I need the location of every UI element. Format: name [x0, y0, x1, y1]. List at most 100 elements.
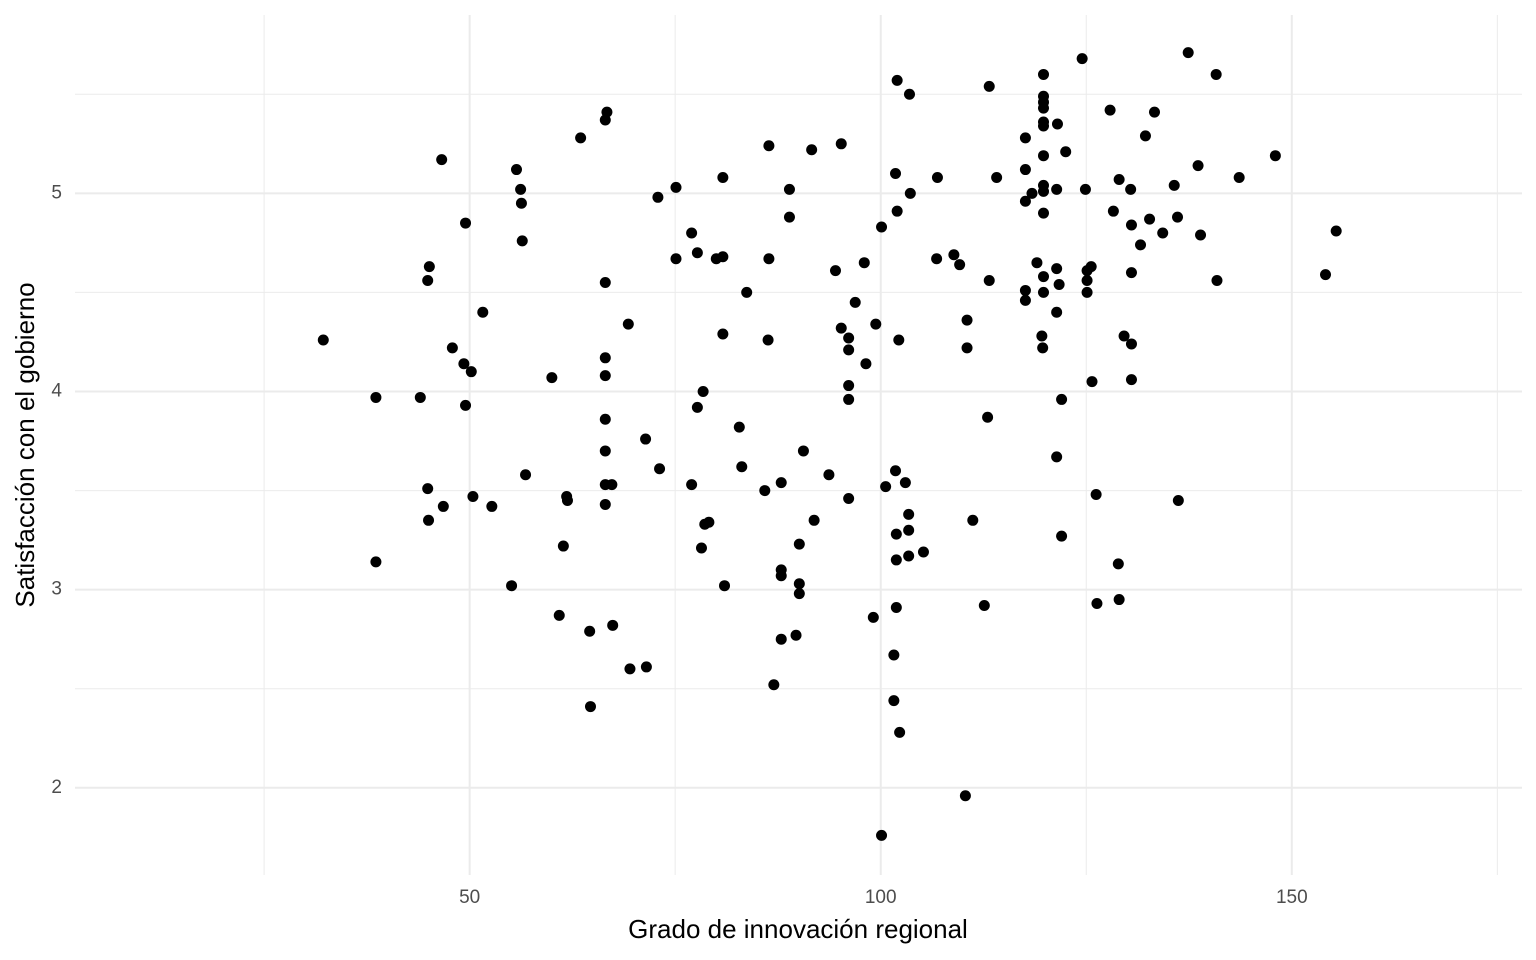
- point: [890, 554, 902, 566]
- point: [1330, 225, 1342, 237]
- point: [891, 205, 903, 217]
- point: [931, 171, 943, 183]
- point: [1019, 294, 1031, 306]
- point: [599, 445, 611, 457]
- point: [516, 235, 528, 247]
- point: [1172, 494, 1184, 506]
- point: [510, 164, 522, 176]
- point: [890, 168, 902, 180]
- point: [1091, 598, 1103, 610]
- point: [1051, 183, 1063, 195]
- point: [1038, 286, 1050, 298]
- point: [422, 275, 434, 287]
- x-tick-label: 50: [459, 887, 480, 908]
- point: [1051, 306, 1063, 318]
- point: [783, 183, 795, 195]
- point: [849, 296, 861, 308]
- point: [967, 514, 979, 526]
- point: [1056, 393, 1068, 405]
- point: [584, 625, 596, 637]
- point: [775, 477, 787, 489]
- point: [1192, 160, 1204, 172]
- point: [599, 352, 611, 364]
- point: [717, 328, 729, 340]
- point: [763, 253, 775, 265]
- point: [1157, 227, 1169, 239]
- point: [899, 477, 911, 489]
- point: [584, 701, 596, 713]
- point: [414, 391, 426, 403]
- point: [858, 257, 870, 269]
- point: [835, 138, 847, 150]
- point: [1168, 179, 1180, 191]
- point: [1125, 374, 1137, 386]
- x-axis-title: Grado de innovación regional: [628, 914, 968, 944]
- point: [599, 277, 611, 289]
- point: [983, 275, 995, 287]
- point: [458, 358, 470, 370]
- point: [1090, 489, 1102, 501]
- y-tick-label: 2: [51, 777, 62, 798]
- point: [797, 445, 809, 457]
- point: [808, 514, 820, 526]
- point: [793, 538, 805, 550]
- point: [1026, 187, 1038, 199]
- point: [1036, 330, 1048, 342]
- point: [793, 578, 805, 590]
- point: [370, 391, 382, 403]
- point: [1269, 150, 1281, 162]
- point: [961, 314, 973, 326]
- point: [894, 726, 906, 738]
- point: [736, 461, 748, 473]
- point: [423, 261, 435, 273]
- point: [697, 385, 709, 397]
- point: [717, 251, 729, 263]
- point: [607, 619, 619, 631]
- point: [741, 286, 753, 298]
- point: [843, 380, 855, 392]
- point: [917, 546, 929, 558]
- point: [763, 140, 775, 152]
- point: [733, 421, 745, 433]
- point: [835, 322, 847, 334]
- point: [1118, 330, 1130, 342]
- point: [670, 181, 682, 193]
- point: [437, 500, 449, 512]
- point: [876, 221, 888, 233]
- point: [652, 191, 664, 203]
- point: [1233, 171, 1245, 183]
- point: [640, 433, 652, 445]
- point: [1019, 164, 1031, 176]
- point: [783, 211, 795, 223]
- point: [867, 611, 879, 623]
- point: [904, 187, 916, 199]
- point: [719, 580, 731, 592]
- point: [876, 829, 888, 841]
- point: [880, 481, 892, 493]
- point: [465, 366, 477, 378]
- point: [775, 570, 787, 582]
- point: [695, 542, 707, 554]
- point: [691, 247, 703, 259]
- point: [843, 393, 855, 405]
- point: [703, 516, 715, 528]
- y-axis-title: Satisfacción con el gobierno: [10, 282, 40, 607]
- point: [460, 217, 472, 229]
- point: [1038, 150, 1050, 162]
- point: [1051, 451, 1063, 463]
- point: [446, 342, 458, 354]
- point: [1144, 213, 1156, 225]
- point: [622, 318, 634, 330]
- point: [1038, 120, 1050, 132]
- point: [1320, 269, 1332, 281]
- point: [1211, 275, 1223, 287]
- point: [624, 663, 636, 675]
- point: [1085, 261, 1097, 273]
- point: [317, 334, 329, 346]
- point: [1031, 257, 1043, 269]
- point: [520, 469, 532, 481]
- point: [775, 633, 787, 645]
- point: [640, 661, 652, 673]
- point: [553, 609, 565, 621]
